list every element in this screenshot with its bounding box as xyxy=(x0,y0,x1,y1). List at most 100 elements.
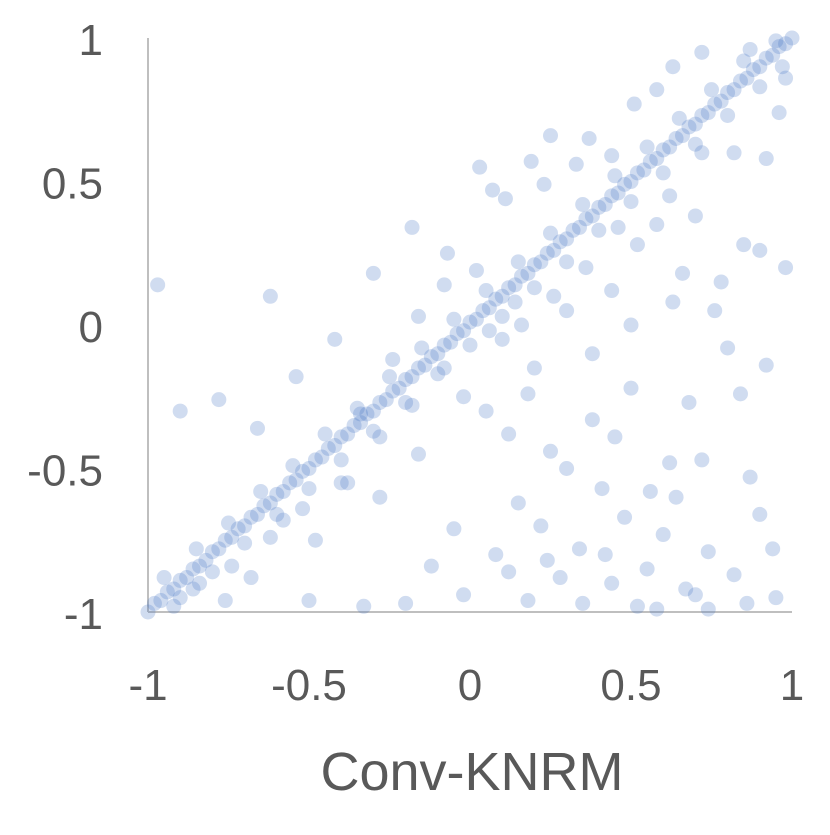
scatter-point xyxy=(539,245,555,261)
scatter-point xyxy=(742,41,758,57)
scatter-point xyxy=(736,237,752,253)
scatter-point xyxy=(758,357,774,373)
scatter-point xyxy=(156,570,172,586)
scatter-point xyxy=(346,417,362,433)
scatter-point xyxy=(539,552,555,568)
scatter-point xyxy=(253,483,269,499)
scatter-point xyxy=(665,294,681,310)
scatter-point xyxy=(481,323,497,339)
scatter-point xyxy=(382,369,397,385)
scatter-point xyxy=(546,288,562,304)
scatter-point xyxy=(340,426,356,442)
scatter-point xyxy=(172,403,188,419)
scatter-point xyxy=(694,44,710,60)
scatter-point xyxy=(282,475,298,491)
scatter-point xyxy=(501,564,517,580)
scatter-point xyxy=(584,346,600,362)
scatter-point xyxy=(552,570,568,586)
scatter-point xyxy=(230,521,246,537)
scatter-point xyxy=(584,208,600,224)
scatter-point xyxy=(704,82,719,98)
scatter-point xyxy=(481,300,497,316)
scatter-point xyxy=(507,277,523,293)
scatter-point xyxy=(694,145,710,161)
scatter-point xyxy=(629,237,645,253)
scatter-point xyxy=(726,145,742,161)
scatter-point xyxy=(398,595,414,611)
scatter-point xyxy=(584,412,600,428)
scatter-point xyxy=(565,222,581,238)
scatter-point xyxy=(543,443,558,459)
scatter-point xyxy=(662,188,678,204)
scatter-point xyxy=(404,397,420,413)
scatter-point xyxy=(404,369,420,385)
scatter-point xyxy=(172,590,188,606)
scatter-point xyxy=(340,475,356,491)
scatter-point xyxy=(642,483,658,499)
scatter-point xyxy=(436,337,452,353)
scatter-point xyxy=(543,225,558,241)
scatter-point xyxy=(314,449,330,465)
scatter-point xyxy=(546,242,562,258)
scatter-point xyxy=(462,337,478,353)
scatter-point xyxy=(768,33,784,49)
scatter-point xyxy=(623,194,639,210)
x-tick-label: 0 xyxy=(458,661,482,710)
scatter-point xyxy=(543,128,558,144)
scatter-point xyxy=(591,222,607,238)
scatter-point xyxy=(523,153,539,169)
scatter-point xyxy=(372,394,388,410)
scatter-point xyxy=(514,317,530,333)
scatter-point xyxy=(533,254,549,270)
scatter-point xyxy=(494,288,510,304)
scatter-point xyxy=(237,535,253,551)
scatter-point xyxy=(436,277,452,293)
scatter-point xyxy=(217,532,233,548)
scatter-point xyxy=(765,47,781,63)
scatter-point xyxy=(501,280,517,296)
scatter-point xyxy=(365,403,381,419)
scatter-point xyxy=(475,303,491,319)
scatter-point xyxy=(456,389,472,405)
scatter-point xyxy=(320,440,336,456)
scatter-point xyxy=(353,406,369,422)
x-tick-label: 1 xyxy=(780,661,804,710)
scatter-point xyxy=(243,509,259,525)
scatter-point xyxy=(221,515,236,531)
scatter-point xyxy=(662,455,678,471)
scatter-point xyxy=(520,386,536,402)
scatter-point xyxy=(510,254,526,270)
scatter-point xyxy=(604,188,620,204)
scatter-point xyxy=(604,575,620,591)
scatter-point xyxy=(198,552,214,568)
points-layer xyxy=(140,30,800,620)
scatter-point xyxy=(687,208,703,224)
y-tick-label: 0.5 xyxy=(42,160,103,209)
scatter-point xyxy=(732,386,748,402)
scatter-point xyxy=(655,527,671,543)
scatter-point xyxy=(639,139,655,155)
scatter-point xyxy=(488,547,504,563)
scatter-point xyxy=(626,96,642,112)
scatter-point xyxy=(449,326,465,342)
scatter-point xyxy=(301,461,317,476)
scatter-point xyxy=(211,541,227,557)
scatter-point xyxy=(758,50,774,66)
scatter-point xyxy=(607,168,623,184)
scatter-point xyxy=(494,331,510,347)
scatter-point xyxy=(456,587,472,603)
scatter-point xyxy=(301,481,317,497)
scatter-point xyxy=(211,392,227,408)
scatter-point xyxy=(478,403,494,419)
scatter-point xyxy=(526,280,542,296)
scatter-point xyxy=(423,558,439,574)
scatter-point xyxy=(681,394,697,410)
scatter-point xyxy=(720,340,736,356)
scatter-point xyxy=(179,570,195,586)
scatter-point xyxy=(520,265,536,281)
scatter-point xyxy=(649,82,665,98)
scatter-point xyxy=(423,349,439,365)
scatter-point xyxy=(398,372,414,388)
scatter-point xyxy=(739,70,755,86)
scatter-point xyxy=(694,107,710,123)
